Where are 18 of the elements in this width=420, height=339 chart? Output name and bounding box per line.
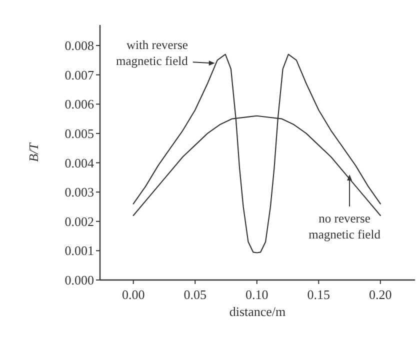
annotation: with reverse magnetic field <box>116 38 189 68</box>
y-tick-label: 0.000 <box>64 272 94 288</box>
y-tick-label: 0.007 <box>64 67 94 82</box>
x-tick-label: 0.20 <box>369 287 392 302</box>
y-tick-label: 0.005 <box>64 126 94 141</box>
x-tick-label: 0.05 <box>184 287 206 302</box>
x-axis-title: distance/m <box>229 304 286 319</box>
x-tick-label: 0.15 <box>307 287 330 302</box>
x-tick-label: 0.10 <box>246 287 268 302</box>
y-tick-label: 0.001 <box>64 243 94 258</box>
y-tick-label: 0.004 <box>64 155 94 170</box>
x-tick-label: 0.00 <box>122 287 145 302</box>
y-tick-label: 0.006 <box>64 96 94 112</box>
y-tick-label: 0.008 <box>64 38 94 54</box>
annotation: no reverse magnetic field <box>308 211 382 242</box>
y-tick-label: 0.003 <box>64 184 94 200</box>
y-axis-title: B/T <box>26 142 41 162</box>
y-tick-label: 0.002 <box>64 214 94 229</box>
